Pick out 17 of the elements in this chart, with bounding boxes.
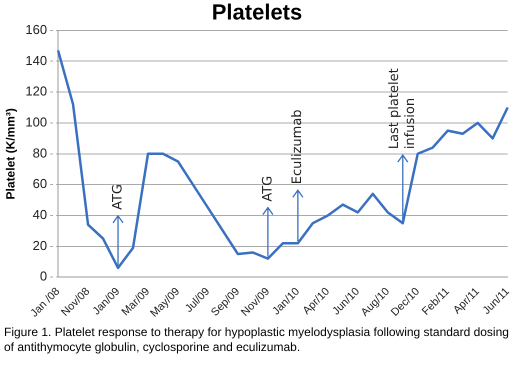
chart-title: Platelets bbox=[212, 0, 302, 24]
caption: Figure 1. Platelet response to therapy for hypoplastic myelodysplasia following standard dosing of antithymocyte globulin, cyclosporine and eculizumab. bbox=[3, 324, 510, 355]
annotation: ATG bbox=[260, 176, 276, 202]
y-tick-label: 160 bbox=[25, 22, 48, 37]
y-tick-label: 80 bbox=[32, 145, 48, 160]
x-tick-label: Jan /08 bbox=[28, 286, 62, 320]
annotation: Eculizumab bbox=[290, 109, 306, 184]
y-tick-label: 60 bbox=[32, 176, 48, 192]
y-tick-label: 140 bbox=[25, 52, 48, 68]
y-tick-label: 100 bbox=[25, 114, 48, 130]
annotation: ATG bbox=[110, 184, 126, 210]
y-tick-label: 120 bbox=[25, 84, 48, 99]
annotation: Last platelet infusion bbox=[387, 68, 418, 150]
y-tick-label: 40 bbox=[32, 207, 48, 222]
y-tick-label: 0 bbox=[40, 268, 48, 284]
y-tick-label: 20 bbox=[32, 238, 48, 253]
y-axis-title: Platelet (K/mm³) bbox=[4, 108, 18, 200]
